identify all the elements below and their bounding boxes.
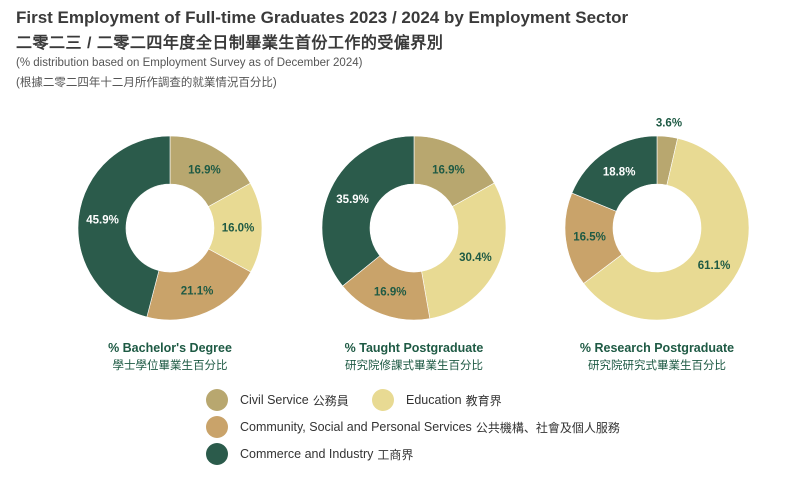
taught-label-education: 30.4%	[459, 252, 492, 264]
taught-label-community: 16.9%	[374, 287, 407, 299]
bachelor-label-commerce: 45.9%	[86, 214, 119, 226]
taught-chart-title: % Taught Postgraduate	[345, 341, 484, 355]
research-chart-title-zh: 研究院研究式畢業生百分比	[588, 358, 726, 372]
taught-label-commerce: 35.9%	[336, 194, 369, 206]
legend-item-commerce: Commerce and Industry 工商界	[206, 443, 413, 465]
legend-item-civil-service: Civil Service 公務員	[206, 389, 349, 411]
bachelor-label-education: 16.0%	[222, 223, 255, 235]
taught-label-civil-service: 16.9%	[432, 164, 465, 176]
legend-item-education: Education 教育界	[372, 389, 502, 411]
bachelor-slice-commerce	[77, 135, 171, 318]
bachelor-chart-title: % Bachelor's Degree	[108, 341, 232, 355]
legend-label-zh-commerce: 工商界	[377, 447, 414, 462]
taught-slice-education	[421, 182, 507, 319]
bachelor-label-community: 21.1%	[181, 285, 214, 297]
legend-swatch-community	[206, 416, 228, 438]
research-slice-education	[583, 137, 750, 321]
research-label-commerce: 18.8%	[603, 167, 636, 179]
research-label-community: 16.5%	[573, 232, 606, 244]
legend-label-zh-education: 教育界	[465, 393, 502, 408]
research-label-education: 61.1%	[698, 260, 731, 272]
bachelor-chart-title-zh: 學士學位畢業生百分比	[113, 358, 228, 372]
legend-item-community: Community, Social and Personal Services …	[206, 416, 620, 438]
chart-subtitle-en: (% distribution based on Employment Surv…	[16, 57, 363, 69]
taught-slice-commerce	[321, 135, 415, 287]
chart-title-en: First Employment of Full-time Graduates …	[16, 8, 629, 27]
legend-label-commerce: Commerce and Industry	[240, 447, 374, 461]
research-chart-title: % Research Postgraduate	[580, 341, 734, 355]
legend-label-civil-service: Civil Service	[240, 393, 309, 407]
taught-chart-title-zh: 研究院修課式畢業生百分比	[345, 358, 483, 372]
research-slice-commerce	[571, 135, 658, 212]
legend-swatch-civil-service	[206, 389, 228, 411]
legend-label-zh-community: 公共機構、社會及個人服務	[475, 420, 620, 435]
legend-label-education: Education	[406, 393, 462, 407]
bachelor-slice-community	[146, 248, 252, 321]
research-label-civil-service: 3.6%	[656, 118, 682, 130]
chart-subtitle-zh: (根據二零二四年十二月所作調查的就業情況百分比)	[16, 77, 277, 89]
legend-label-zh-civil-service: 公務員	[312, 393, 349, 408]
legend-swatch-commerce	[206, 443, 228, 465]
bachelor-label-civil-service: 16.9%	[188, 164, 221, 176]
legend-swatch-education	[372, 389, 394, 411]
chart-title-zh: 二零二三 / 二零二四年度全日制畢業生首份工作的受僱界別	[16, 35, 444, 52]
legend-label-community: Community, Social and Personal Services	[240, 420, 472, 434]
